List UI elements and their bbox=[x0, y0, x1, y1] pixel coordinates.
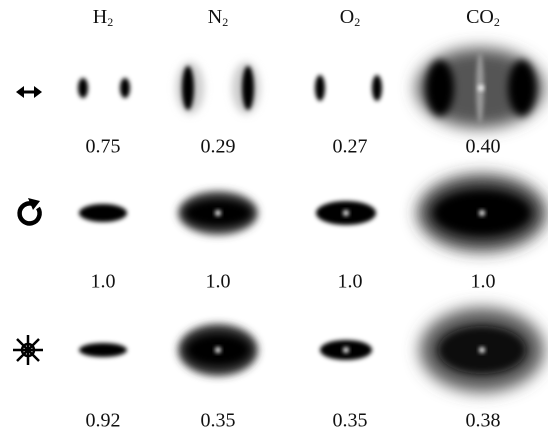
header-sub: 2 bbox=[222, 15, 228, 29]
value-label: 0.40 bbox=[466, 136, 501, 158]
header-base: N bbox=[208, 6, 222, 28]
column-header: O2 bbox=[340, 6, 360, 29]
column-header: N2 bbox=[208, 6, 228, 29]
blob bbox=[120, 78, 130, 98]
header-base: H bbox=[93, 6, 107, 28]
images bbox=[78, 48, 546, 392]
blob bbox=[79, 343, 127, 357]
blob bbox=[343, 347, 349, 353]
column-header: CO2 bbox=[466, 6, 500, 29]
value-label: 0.35 bbox=[333, 410, 368, 432]
blob bbox=[182, 66, 194, 110]
value-label: 1.0 bbox=[338, 271, 363, 293]
blob bbox=[479, 347, 485, 353]
value-label: 1.0 bbox=[471, 271, 496, 293]
linear-icon bbox=[16, 86, 42, 98]
value-label: 0.38 bbox=[466, 410, 501, 432]
blob bbox=[508, 60, 536, 116]
value-label: 0.29 bbox=[201, 136, 236, 158]
blob bbox=[343, 210, 349, 216]
column-header: H2 bbox=[93, 6, 113, 29]
value-label: 0.27 bbox=[333, 136, 368, 158]
blob bbox=[78, 78, 88, 98]
blob bbox=[426, 60, 454, 116]
header-sub: 2 bbox=[107, 15, 113, 29]
isotropic-icon bbox=[13, 335, 43, 365]
blob bbox=[479, 210, 485, 216]
blob bbox=[478, 85, 484, 91]
value-label: 0.75 bbox=[86, 136, 121, 158]
blob bbox=[315, 75, 325, 101]
header-base: O bbox=[340, 6, 354, 28]
header-base: CO bbox=[466, 6, 494, 28]
header-sub: 2 bbox=[494, 15, 500, 29]
blob bbox=[215, 210, 221, 216]
blob bbox=[242, 66, 254, 110]
value-label: 1.0 bbox=[206, 271, 231, 293]
rotation-icon bbox=[17, 198, 42, 226]
value-label: 0.35 bbox=[201, 410, 236, 432]
value-label: 1.0 bbox=[91, 271, 116, 293]
blob bbox=[79, 204, 127, 222]
header-sub: 2 bbox=[354, 15, 360, 29]
blob bbox=[215, 347, 221, 353]
value-label: 0.92 bbox=[86, 410, 121, 432]
blob bbox=[372, 75, 382, 101]
